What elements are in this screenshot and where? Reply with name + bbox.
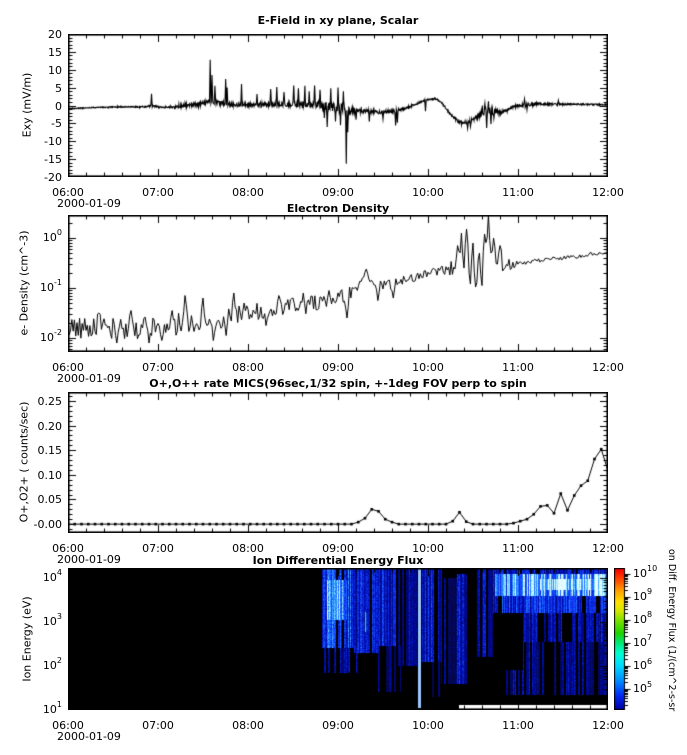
y-tick-label-exponent: 1010 bbox=[633, 564, 658, 580]
y-tick-label-exponent: 102 bbox=[42, 656, 62, 673]
y-tick-label-exponent: 10-1 bbox=[40, 278, 62, 295]
tick-label: 0.25 bbox=[37, 394, 63, 408]
tick-label: 11:00 bbox=[502, 186, 534, 199]
y-tick-label-exponent: 109 bbox=[633, 587, 653, 604]
tick-label: 09:00 bbox=[322, 361, 354, 374]
ionflux-y-tick-labels: 104 103 102 101 bbox=[0, 568, 62, 716]
tick-label: 08:00 bbox=[232, 361, 264, 374]
tick-label: 10:00 bbox=[412, 186, 444, 199]
y-tick-label-exponent: 106 bbox=[633, 656, 653, 673]
tick-label: 09:00 bbox=[322, 542, 354, 555]
tick-label: -10 bbox=[44, 135, 62, 149]
tick-label: 12:00 bbox=[592, 361, 624, 374]
tick-label: 15 bbox=[48, 45, 62, 59]
tick-label: 11:00 bbox=[502, 542, 534, 555]
ionflux-x-axis-date: 2000-01-09 bbox=[57, 730, 121, 743]
tick-label: 12:00 bbox=[592, 186, 624, 199]
tick-label: 0.10 bbox=[37, 468, 63, 482]
tick-label: 20 bbox=[48, 28, 62, 41]
tick-label: 0.20 bbox=[37, 419, 63, 433]
colorbar-title: on Diff. Energy Flux (1/(cm^2-s-sr bbox=[666, 549, 677, 712]
panel-title-mics: O+,O++ rate MICS(96sec,1/32 spin, +-1deg… bbox=[149, 377, 527, 390]
mics-x-tick-labels: 06:00 07:00 08:00 09:00 10:00 11:00 12:00 bbox=[52, 542, 624, 555]
tick-label: 09:00 bbox=[322, 719, 354, 732]
tick-label: 07:00 bbox=[142, 719, 174, 732]
ionflux-x-tick-labels: 06:00 07:00 08:00 09:00 10:00 11:00 12:00 bbox=[52, 719, 624, 732]
y-tick-label-exponent: 104 bbox=[42, 568, 62, 585]
edensity-plot-canvas bbox=[68, 215, 608, 352]
y-tick-label-exponent: 108 bbox=[633, 610, 653, 627]
mics-plot-canvas bbox=[68, 392, 608, 533]
panel-title-ionflux: Ion Differential Energy Flux bbox=[252, 554, 424, 567]
tick-label: 5 bbox=[55, 81, 62, 95]
efield-x-tick-labels: 06:00 07:00 08:00 09:00 10:00 11:00 12:00 bbox=[52, 186, 624, 199]
colorbar-tick-labels: 1010 109 108 107 106 105 bbox=[633, 564, 673, 710]
edensity-x-tick-labels: 06:00 07:00 08:00 09:00 10:00 11:00 12:00 bbox=[52, 361, 624, 374]
tick-label: 10:00 bbox=[412, 719, 444, 732]
tick-label: 11:00 bbox=[502, 719, 534, 732]
panel-title-efield: E-Field in xy plane, Scalar bbox=[257, 14, 419, 27]
edensity-y-tick-labels: 100 10-1 10-2 bbox=[0, 215, 62, 352]
panel-title-edensity: Electron Density bbox=[286, 202, 390, 215]
tick-label: 0.15 bbox=[37, 444, 63, 458]
tick-label: -5 bbox=[51, 117, 62, 131]
y-tick-label-exponent: 105 bbox=[633, 679, 653, 696]
tick-label: 07:00 bbox=[142, 542, 174, 555]
mics-y-tick-labels: 0.25 0.20 0.15 0.10 0.05 -0.00 bbox=[0, 392, 62, 533]
ionflux-spectrogram-canvas bbox=[68, 568, 608, 710]
tick-label: 06:00 bbox=[52, 361, 84, 374]
tick-label: -15 bbox=[44, 153, 62, 167]
tick-label: 08:00 bbox=[232, 542, 264, 555]
tick-label: 08:00 bbox=[232, 186, 264, 199]
y-tick-label-exponent: 100 bbox=[42, 228, 62, 245]
tick-label: 12:00 bbox=[592, 719, 624, 732]
tick-label: 06:00 bbox=[52, 186, 84, 199]
y-tick-label-exponent: 10-2 bbox=[40, 328, 62, 344]
tick-label: -0.00 bbox=[33, 518, 62, 532]
mics-x-axis-date: 2000-01-09 bbox=[57, 553, 121, 566]
tick-label: 10:00 bbox=[412, 542, 444, 555]
tick-label: 12:00 bbox=[592, 542, 624, 555]
y-tick-label-exponent: 103 bbox=[42, 612, 62, 629]
efield-y-tick-labels: 20 15 10 5 0 -5 -10 -15 -20 bbox=[0, 28, 62, 184]
tick-label: 0.05 bbox=[37, 493, 63, 507]
tick-label: 06:00 bbox=[52, 719, 84, 732]
tick-label: -20 bbox=[44, 171, 62, 184]
tick-label: 07:00 bbox=[142, 186, 174, 199]
y-tick-label-exponent: 101 bbox=[42, 700, 62, 716]
tick-label: 06:00 bbox=[52, 542, 84, 555]
tick-label: 10:00 bbox=[412, 361, 444, 374]
tick-label: 10 bbox=[48, 63, 62, 77]
tick-label: 11:00 bbox=[502, 361, 534, 374]
tick-label: 08:00 bbox=[232, 719, 264, 732]
colorbar-gradient bbox=[614, 568, 632, 710]
edensity-x-axis-date: 2000-01-09 bbox=[57, 372, 121, 385]
tick-label: 09:00 bbox=[322, 186, 354, 199]
efield-x-axis-date: 2000-01-09 bbox=[57, 197, 121, 210]
tick-label: 0 bbox=[55, 99, 62, 113]
y-tick-label-exponent: 107 bbox=[633, 633, 653, 650]
efield-plot-canvas bbox=[68, 34, 608, 177]
tick-label: 07:00 bbox=[142, 361, 174, 374]
